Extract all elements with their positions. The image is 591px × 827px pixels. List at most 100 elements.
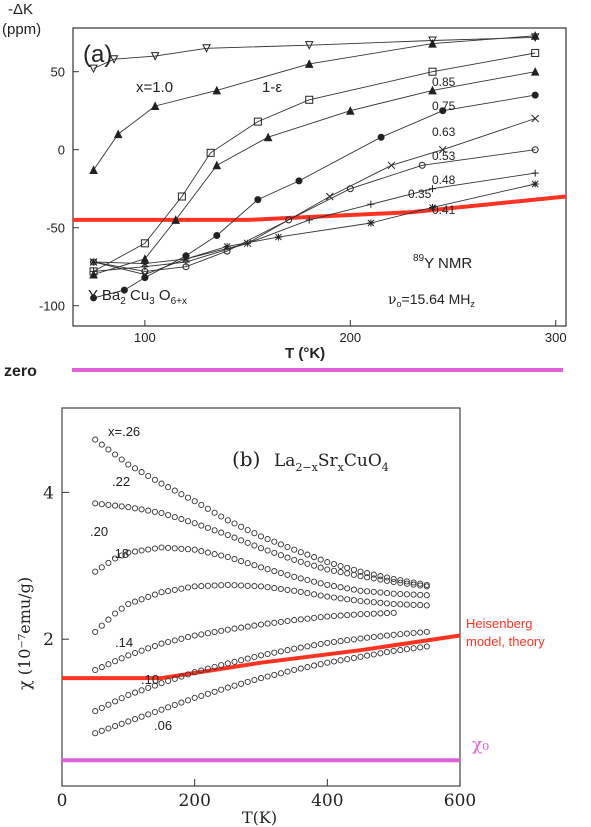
point-a-6-6 bbox=[418, 161, 426, 169]
point-b-2-28 bbox=[277, 569, 284, 577]
point-b-6-2 bbox=[105, 725, 112, 732]
point-a-2-7 bbox=[531, 48, 540, 57]
point-b-6-28 bbox=[277, 670, 284, 677]
point-a-6-4 bbox=[285, 216, 293, 224]
point-b-0-28 bbox=[277, 541, 284, 548]
point-b-0-9 bbox=[151, 476, 158, 483]
point-b-2-6 bbox=[131, 548, 139, 555]
point-b-1-13 bbox=[178, 516, 185, 523]
point-b-0-4 bbox=[118, 456, 125, 463]
point-b-6-29 bbox=[284, 668, 291, 675]
point-b-5-12 bbox=[171, 675, 178, 682]
point-b-2-1 bbox=[98, 564, 105, 571]
y-tick-label-50: 50 bbox=[51, 65, 65, 80]
point-b-1-4 bbox=[118, 503, 125, 510]
point-a-1-5 bbox=[428, 38, 437, 48]
point-b-3-39 bbox=[350, 597, 357, 604]
point-b-1-8 bbox=[145, 507, 152, 514]
point-b-2-37 bbox=[337, 584, 344, 591]
point-b-0-44 bbox=[383, 574, 391, 581]
point-a-5-7 bbox=[531, 114, 540, 123]
point-a-7-0 bbox=[90, 267, 98, 275]
point-b-3-17 bbox=[204, 582, 211, 589]
point-b-2-2 bbox=[105, 559, 112, 566]
point-b-0-37 bbox=[337, 562, 344, 570]
point-a-2-2 bbox=[177, 192, 186, 201]
point-b-0-23 bbox=[244, 526, 251, 534]
series-a-7 bbox=[90, 169, 539, 275]
point-b-0-30 bbox=[291, 546, 298, 553]
point-b-1-34 bbox=[317, 564, 324, 571]
point-b-0-3 bbox=[112, 451, 119, 458]
point-b-5-47 bbox=[403, 630, 410, 637]
point-b-0-46 bbox=[397, 577, 404, 584]
point-b-5-8 bbox=[145, 684, 152, 691]
point-a-1-0 bbox=[89, 165, 98, 174]
point-b-3-50 bbox=[423, 602, 430, 609]
compound-label-b: La2−xSrxCuO4 bbox=[274, 451, 389, 474]
point-b-5-37 bbox=[337, 638, 344, 645]
point-b-2-47 bbox=[403, 591, 410, 598]
point-b-1-33 bbox=[311, 562, 318, 569]
point-b-4-34 bbox=[317, 614, 324, 621]
point-b-5-5 bbox=[125, 691, 132, 699]
series-label-075: 0.75 bbox=[432, 99, 456, 113]
point-b-4-40 bbox=[357, 611, 364, 618]
point-b-3-49 bbox=[417, 602, 424, 609]
point-b-1-27 bbox=[271, 549, 278, 556]
point-b-2-20 bbox=[224, 553, 231, 561]
point-b-5-31 bbox=[297, 644, 304, 651]
x-tick-label-300: 300 bbox=[545, 330, 567, 345]
point-a-4-1 bbox=[120, 286, 128, 294]
point-a-7-6 bbox=[428, 185, 436, 193]
panel-a-ticks: 100 200 300 50 0 -50 -100 bbox=[39, 65, 567, 345]
point-a-3-5 bbox=[346, 106, 355, 115]
panel-b-series bbox=[92, 436, 430, 737]
point-b-2-17 bbox=[204, 549, 211, 556]
point-b-6-6 bbox=[131, 716, 139, 723]
point-b-5-45 bbox=[390, 631, 397, 638]
point-b-3-7 bbox=[138, 596, 145, 603]
point-b-1-18 bbox=[211, 527, 218, 534]
point-b-0-6 bbox=[131, 465, 139, 472]
point-b-5-28 bbox=[277, 648, 284, 655]
point-b-1-0 bbox=[92, 500, 99, 507]
series-a-line-5 bbox=[93, 118, 536, 275]
point-a-7-7 bbox=[531, 169, 539, 177]
point-a-1-3 bbox=[212, 85, 222, 95]
point-b-0-43 bbox=[377, 573, 384, 580]
point-b-0-39 bbox=[350, 566, 357, 573]
point-b-1-39 bbox=[350, 571, 357, 578]
point-b-1-7 bbox=[138, 506, 145, 513]
point-a-0-3 bbox=[202, 44, 211, 53]
point-b-6-42 bbox=[370, 651, 377, 658]
point-b-6-3 bbox=[112, 723, 119, 730]
point-b-1-26 bbox=[264, 547, 271, 554]
point-b-3-30 bbox=[291, 587, 298, 594]
y-tick-label--50: -50 bbox=[46, 221, 65, 236]
point-b-5-10 bbox=[158, 680, 165, 687]
point-b-1-10 bbox=[158, 509, 165, 517]
series-a-line-2 bbox=[93, 52, 536, 272]
point-a-3-6 bbox=[428, 85, 437, 95]
point-b-1-21 bbox=[231, 534, 238, 541]
frequency-label: νo=15.64 MHz bbox=[388, 291, 475, 309]
point-a-6-5 bbox=[346, 185, 354, 193]
point-b-5-44 bbox=[383, 632, 391, 639]
point-b-4-26 bbox=[264, 620, 271, 627]
series-a-line-4 bbox=[93, 94, 536, 299]
point-a-4-5 bbox=[254, 196, 262, 204]
series-label-1-eps: 1-ε bbox=[262, 79, 282, 96]
point-b-1-46 bbox=[397, 579, 404, 586]
point-b-1-45 bbox=[390, 578, 397, 586]
point-a-3-3 bbox=[212, 160, 222, 170]
point-b-6-36 bbox=[330, 658, 338, 665]
point-b-1-37 bbox=[337, 569, 344, 576]
x-tick-label-200: 200 bbox=[339, 330, 361, 345]
point-b-5-17 bbox=[204, 665, 211, 672]
point-b-3-29 bbox=[284, 586, 291, 593]
point-b-3-40 bbox=[357, 597, 364, 605]
point-b-0-22 bbox=[238, 523, 245, 530]
point-b-5-49 bbox=[417, 629, 424, 636]
